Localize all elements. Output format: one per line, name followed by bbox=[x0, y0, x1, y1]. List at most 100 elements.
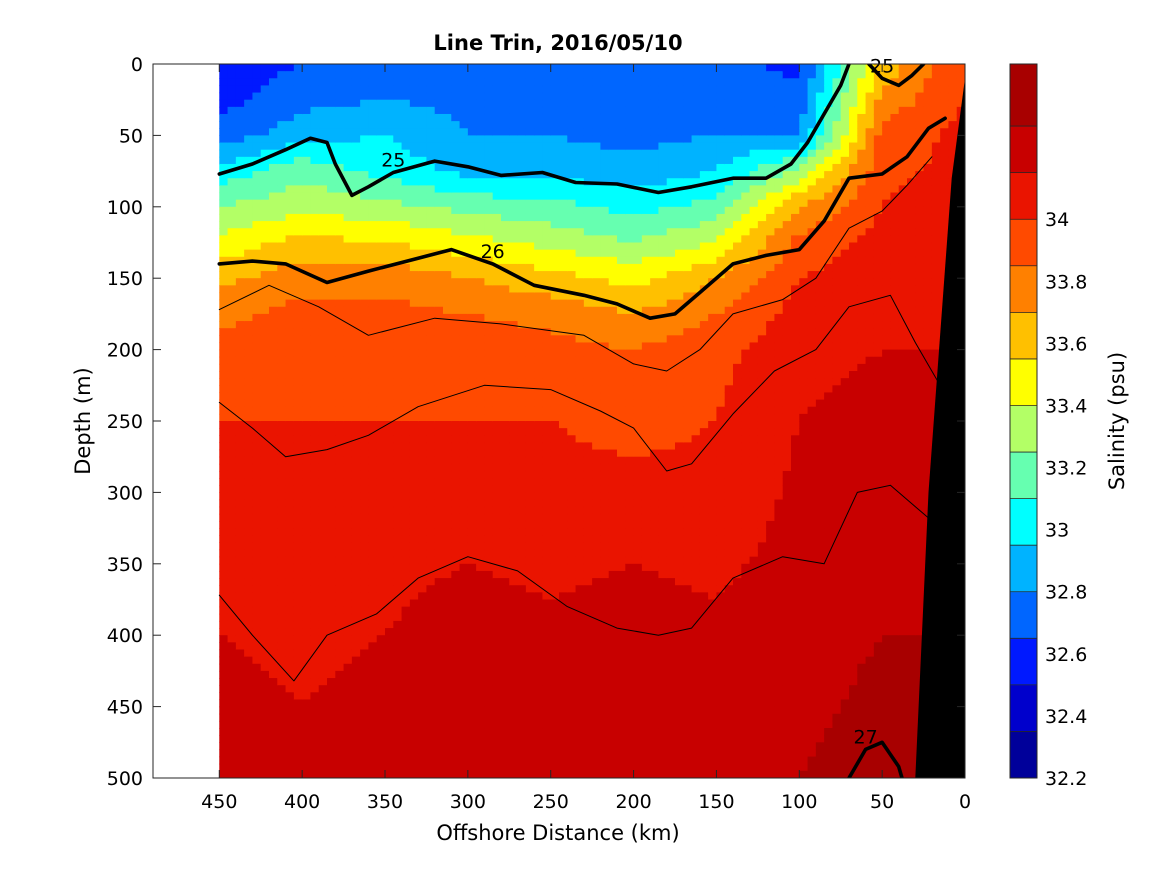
salinity-cell bbox=[360, 685, 370, 693]
salinity-cell bbox=[542, 592, 552, 601]
salinity-cell bbox=[360, 78, 370, 87]
salinity-cell bbox=[617, 64, 626, 72]
salinity-cell bbox=[401, 756, 411, 765]
salinity-cell bbox=[227, 278, 237, 286]
salinity-cell bbox=[277, 64, 287, 72]
salinity-cell bbox=[335, 342, 345, 351]
salinity-cell bbox=[368, 206, 378, 215]
salinity-cell bbox=[467, 249, 477, 258]
salinity-cell bbox=[542, 749, 552, 758]
salinity-cell bbox=[600, 463, 610, 472]
salinity-cell bbox=[550, 706, 560, 715]
salinity-cell bbox=[550, 620, 560, 629]
salinity-cell bbox=[302, 278, 312, 286]
salinity-cell bbox=[318, 149, 328, 158]
salinity-cell bbox=[335, 535, 345, 543]
salinity-cell bbox=[451, 342, 461, 351]
salinity-cell bbox=[592, 763, 602, 772]
salinity-cell bbox=[542, 692, 552, 701]
salinity-cell bbox=[302, 392, 312, 401]
salinity-cell bbox=[343, 85, 353, 94]
salinity-cell bbox=[293, 499, 303, 508]
salinity-cell bbox=[360, 285, 370, 294]
salinity-cell bbox=[575, 199, 585, 208]
salinity-cell bbox=[492, 528, 502, 536]
salinity-cell bbox=[434, 613, 444, 622]
salinity-cell bbox=[600, 249, 610, 258]
salinity-cell bbox=[401, 135, 411, 144]
salinity-cell bbox=[360, 321, 370, 329]
salinity-cell bbox=[244, 363, 254, 372]
salinity-cell bbox=[476, 620, 486, 629]
salinity-cell bbox=[335, 85, 345, 94]
salinity-cell bbox=[227, 263, 237, 272]
salinity-cell bbox=[327, 92, 336, 101]
salinity-cell bbox=[608, 106, 618, 115]
salinity-cell bbox=[285, 456, 295, 465]
salinity-cell bbox=[459, 228, 469, 236]
salinity-cell bbox=[567, 685, 577, 693]
salinity-cell bbox=[293, 371, 303, 379]
salinity-cell bbox=[542, 606, 552, 615]
salinity-cell bbox=[293, 456, 303, 465]
salinity-cell bbox=[277, 335, 287, 344]
salinity-cell bbox=[451, 163, 461, 172]
salinity-cell bbox=[583, 599, 593, 608]
salinity-cell bbox=[600, 542, 610, 551]
salinity-cell bbox=[492, 199, 502, 208]
salinity-cell bbox=[385, 678, 394, 686]
salinity-cell bbox=[269, 106, 278, 115]
salinity-cell bbox=[501, 135, 510, 144]
salinity-cell bbox=[484, 706, 494, 715]
salinity-cell bbox=[269, 221, 278, 229]
salinity-cell bbox=[244, 556, 254, 565]
salinity-cell bbox=[244, 149, 254, 158]
salinity-cell bbox=[418, 563, 428, 572]
salinity-cell bbox=[252, 535, 262, 543]
salinity-cell bbox=[219, 642, 229, 651]
salinity-cell bbox=[525, 113, 535, 122]
salinity-cell bbox=[608, 642, 618, 651]
salinity-cell bbox=[443, 728, 452, 736]
salinity-cell bbox=[277, 499, 287, 508]
salinity-cell bbox=[318, 549, 328, 558]
salinity-cell bbox=[451, 278, 461, 286]
salinity-cell bbox=[443, 378, 452, 386]
salinity-cell bbox=[434, 106, 444, 115]
salinity-cell bbox=[451, 242, 461, 251]
salinity-cell bbox=[335, 271, 345, 279]
salinity-cell bbox=[310, 542, 320, 551]
salinity-cell bbox=[360, 756, 370, 765]
salinity-cell bbox=[476, 213, 486, 222]
salinity-cell bbox=[608, 635, 618, 643]
salinity-cell bbox=[567, 606, 577, 615]
salinity-cell bbox=[617, 213, 626, 222]
salinity-cell bbox=[625, 449, 635, 458]
salinity-cell bbox=[501, 549, 510, 558]
salinity-cell bbox=[327, 249, 336, 258]
salinity-cell bbox=[559, 142, 568, 151]
salinity-cell bbox=[310, 549, 320, 558]
salinity-cell bbox=[318, 71, 328, 79]
salinity-cell bbox=[583, 299, 593, 308]
salinity-cell bbox=[418, 228, 428, 236]
salinity-cell bbox=[492, 385, 502, 394]
salinity-cell bbox=[418, 235, 428, 244]
salinity-cell bbox=[534, 392, 544, 401]
salinity-cell bbox=[385, 770, 394, 778]
salinity-cell bbox=[418, 256, 428, 265]
salinity-cell bbox=[617, 378, 626, 386]
salinity-cell bbox=[592, 663, 602, 672]
salinity-cell bbox=[285, 542, 295, 551]
salinity-cell bbox=[608, 628, 618, 636]
salinity-cell bbox=[509, 128, 519, 136]
salinity-cell bbox=[418, 585, 428, 593]
salinity-cell bbox=[459, 85, 469, 94]
salinity-cell bbox=[277, 356, 287, 365]
salinity-cell bbox=[617, 428, 626, 436]
salinity-cell bbox=[476, 520, 486, 529]
salinity-cell bbox=[227, 342, 237, 351]
salinity-cell bbox=[418, 470, 428, 479]
salinity-cell bbox=[343, 663, 353, 672]
salinity-cell bbox=[567, 599, 577, 608]
